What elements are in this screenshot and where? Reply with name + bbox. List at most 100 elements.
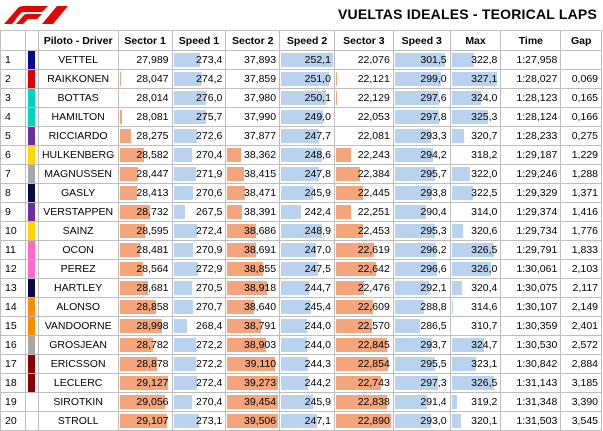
cell-value: 294,2 (420, 149, 447, 161)
speed1-cell: 272,2 (171, 335, 227, 355)
data-bar (173, 205, 185, 219)
cell-value: 295,5 (420, 358, 447, 370)
cell-value: 38,415 (244, 168, 277, 180)
data-bar (394, 243, 437, 257)
position-cell: 8 (0, 183, 27, 203)
driver-cell: SAINZ (37, 221, 119, 241)
data-bar (173, 129, 198, 143)
speed2-cell: 245,9 (279, 392, 335, 412)
cell-value: 324,0 (471, 92, 498, 104)
table-row: 11 OCON 28,481 270,9 38,691 247,0 22,619 296,2 3… (0, 240, 602, 260)
team-color-cell (25, 411, 39, 431)
team-color-cell (25, 88, 39, 108)
cell-value: 22,619 (357, 244, 390, 256)
cell-value: 267,5 (196, 206, 223, 218)
gap-cell: 3,185 (560, 373, 602, 393)
cell-value: 320,1 (471, 415, 498, 427)
sector2-cell: 38,918 (225, 278, 281, 298)
data-bar (281, 338, 308, 352)
cell-value: 22,081 (357, 130, 390, 142)
data-bar (173, 243, 194, 257)
team-color-swatch (28, 374, 36, 392)
data-bar (227, 224, 256, 238)
sector1-cell: 28,413 (117, 183, 173, 203)
time-cell: 1:29,246 (500, 164, 562, 184)
max-cell: 322,8 (449, 50, 502, 70)
sector3-cell: 22,854 (333, 354, 394, 374)
gap-cell: 2,103 (560, 259, 602, 279)
speed3-cell: 291,4 (392, 392, 451, 412)
speed2-cell: 248,6 (279, 145, 335, 165)
data-bar (335, 300, 374, 314)
driver-cell: VANDOORNE (37, 316, 119, 336)
gap-cell: 1,288 (560, 164, 602, 184)
cell-value: 244,2 (304, 377, 331, 389)
gap-cell: 0,275 (560, 126, 602, 146)
data-bar (394, 167, 436, 181)
sector1-cell: 28,595 (117, 221, 173, 241)
data-bar (119, 395, 166, 409)
cell-value: 28,014 (136, 92, 169, 104)
gap-cell: 0,069 (560, 69, 602, 89)
data-bar (227, 243, 256, 257)
data-bar (173, 186, 193, 200)
team-color-cell (25, 221, 39, 241)
data-bar (451, 338, 485, 352)
data-bar (227, 281, 267, 295)
table-row: 10 SAINZ 28,595 272,4 38,686 248,9 22,453 295,3… (0, 221, 602, 241)
team-color-swatch (28, 203, 36, 221)
team-color-swatch (28, 108, 36, 126)
team-color-swatch (28, 241, 36, 259)
max-cell: 320,1 (449, 411, 502, 431)
cell-value: 28,998 (136, 320, 169, 332)
data-bar (451, 186, 473, 200)
data-bar (281, 300, 312, 314)
cell-value: 322,5 (471, 187, 498, 199)
col-speed1: Speed 1 (171, 30, 227, 51)
data-bar (335, 91, 338, 105)
data-bar (173, 338, 197, 352)
data-bar (335, 167, 360, 181)
cell-value: 273,1 (196, 415, 223, 427)
cell-value: 268,4 (196, 320, 223, 332)
position-cell: 12 (0, 259, 27, 279)
speed2-cell: 244,0 (279, 316, 335, 336)
cell-value: 297,6 (420, 92, 447, 104)
data-bar (451, 262, 492, 276)
cell-value: 22,854 (357, 358, 390, 370)
table-body: 1 VETTEL 27,989 273,4 37,893 252,1 22,076 301,5… (0, 50, 602, 431)
cell-value: 320,6 (471, 225, 498, 237)
data-bar (335, 186, 363, 200)
gap-cell: 2,884 (560, 354, 602, 374)
data-bar (451, 281, 463, 295)
cell-value: 296,6 (420, 263, 447, 275)
time-cell: 1:30,107 (500, 297, 562, 317)
speed2-cell: 247,1 (279, 411, 335, 431)
max-cell: 314,0 (449, 202, 502, 222)
data-bar (394, 129, 432, 143)
cell-value: 37,877 (244, 130, 277, 142)
cell-value: 320,7 (471, 130, 498, 142)
speed1-cell: 276,0 (171, 88, 227, 108)
speed2-cell: 244,7 (279, 278, 335, 298)
data-bar (281, 395, 314, 409)
sector2-cell: 38,362 (225, 145, 281, 165)
data-bar (394, 205, 427, 219)
speed3-cell: 293,0 (392, 411, 451, 431)
cell-value: 22,076 (357, 54, 390, 66)
speed2-cell: 242,4 (279, 202, 335, 222)
sector2-cell: 39,454 (225, 392, 281, 412)
cell-value: 325,3 (471, 111, 498, 123)
team-color-cell (25, 50, 39, 70)
cell-value: 29,127 (136, 377, 169, 389)
data-bar (281, 110, 324, 124)
header: VUELTAS IDEALES - TEORICAL LAPS (0, 0, 603, 30)
sector1-cell: 27,989 (117, 50, 173, 70)
speed3-cell: 299,0 (392, 69, 451, 89)
speed3-cell: 301,5 (392, 50, 451, 70)
col-sector3: Sector 3 (333, 30, 394, 51)
team-color-swatch (28, 317, 36, 335)
cell-value: 296,2 (420, 244, 447, 256)
team-color-swatch (28, 393, 36, 411)
driver-cell: PEREZ (37, 259, 119, 279)
